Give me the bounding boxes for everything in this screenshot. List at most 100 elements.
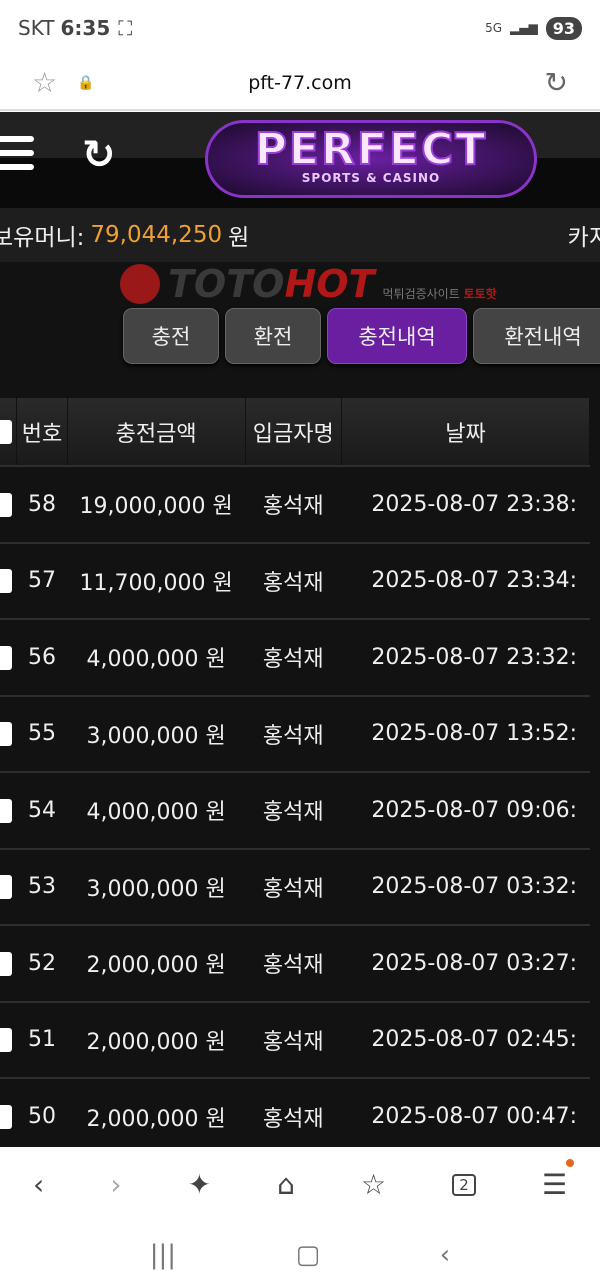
- table-row: 54 4,000,000 원 홍석재 2025-08-07 09:06:: [0, 771, 590, 849]
- forward-icon[interactable]: ›: [110, 1168, 122, 1201]
- table-header: 번호 충전금액 입금자명 날짜: [0, 398, 591, 466]
- row-date: 2025-08-07 23:34:: [341, 541, 590, 619]
- row-number: 57: [16, 541, 68, 619]
- row-number: 54: [16, 771, 68, 849]
- watermark-hot: HOT: [284, 262, 375, 306]
- system-nav-bar: ||| ▢ ‹: [0, 1222, 600, 1287]
- row-amount: 11,700,000 원: [67, 541, 246, 619]
- row-depositor: 홍석재: [245, 1077, 342, 1147]
- browser-menu-icon[interactable]: ☰: [541, 1168, 567, 1201]
- row-checkbox[interactable]: [0, 1028, 13, 1053]
- row-date: 2025-08-07 03:32:: [341, 847, 590, 925]
- watermark-logo-icon: [120, 264, 160, 304]
- logo-subtext: SPORTS & CASINO: [301, 171, 441, 185]
- money-unit: 원: [228, 225, 250, 251]
- screenshot-icon: ⛶: [118, 16, 133, 40]
- watermark-toto: TOTO: [168, 262, 285, 306]
- row-depositor: 홍석재: [245, 771, 342, 849]
- address-bar[interactable]: ☆ 🔒 pft-77.com ↻: [0, 56, 600, 111]
- row-checkbox[interactable]: [0, 875, 13, 900]
- sparkle-icon[interactable]: ✦: [187, 1168, 212, 1201]
- row-amount: 2,000,000 원: [67, 924, 246, 1002]
- url-text[interactable]: pft-77.com: [248, 71, 352, 94]
- watermark: TOTOHOT 먹튀검증사이트 토토핫: [120, 262, 497, 306]
- row-amount: 2,000,000 원: [67, 1077, 246, 1147]
- row-number: 50: [16, 1077, 68, 1147]
- clock: 6:35: [60, 16, 111, 40]
- row-checkbox[interactable]: [0, 492, 13, 517]
- row-depositor: 홍석재: [245, 541, 342, 619]
- row-date: 2025-08-07 03:27:: [341, 924, 590, 1002]
- recent-apps-icon[interactable]: |||: [149, 1239, 177, 1270]
- home-button-icon[interactable]: ▢: [295, 1239, 321, 1270]
- row-checkbox[interactable]: [0, 569, 13, 594]
- refresh-icon[interactable]: ↻: [82, 132, 116, 178]
- row-amount: 4,000,000 원: [67, 771, 246, 849]
- row-depositor: 홍석재: [245, 924, 342, 1002]
- status-bar: SKT 6:35 ⛶ 5G ▂▄▆ 93: [0, 0, 600, 56]
- row-amount: 3,000,000 원: [67, 694, 246, 772]
- row-date: 2025-08-07 13:52:: [341, 694, 590, 772]
- row-date: 2025-08-07 00:47:: [341, 1077, 590, 1147]
- row-number: 51: [16, 1000, 68, 1078]
- tab-bar: 충전 환전 충전내역 환전내역: [123, 308, 600, 364]
- row-checkbox[interactable]: [0, 951, 13, 976]
- table-row: 52 2,000,000 원 홍석재 2025-08-07 03:27:: [0, 924, 590, 1002]
- row-number: 58: [16, 465, 68, 543]
- money-amount: 79,044,250: [90, 222, 223, 248]
- money-label: 보유머니:: [0, 225, 85, 251]
- lock-icon: 🔒: [77, 74, 95, 91]
- tab-deposit[interactable]: 충전: [123, 308, 219, 364]
- bookmark-star-icon[interactable]: ☆: [32, 66, 58, 99]
- balance-bar: 보유머니: 79,044,250 원 카지: [0, 208, 600, 262]
- row-amount: 3,000,000 원: [67, 847, 246, 925]
- select-all-checkbox[interactable]: [0, 420, 13, 444]
- tab-withdraw-history[interactable]: 환전내역: [473, 308, 600, 364]
- row-depositor: 홍석재: [245, 847, 342, 925]
- row-date: 2025-08-07 09:06:: [341, 771, 590, 849]
- header-date: 날짜: [341, 398, 591, 466]
- back-icon[interactable]: ‹: [33, 1168, 45, 1201]
- header-amount: 충전금액: [67, 398, 246, 466]
- table-row: 58 19,000,000 원 홍석재 2025-08-07 23:38:: [0, 465, 590, 543]
- tab-deposit-history[interactable]: 충전내역: [327, 308, 467, 364]
- table-row: 57 11,700,000 원 홍석재 2025-08-07 23:34:: [0, 541, 590, 619]
- row-depositor: 홍석재: [245, 1000, 342, 1078]
- row-date: 2025-08-07 23:32:: [341, 618, 590, 696]
- tab-withdraw[interactable]: 환전: [225, 308, 321, 364]
- row-amount: 2,000,000 원: [67, 1000, 246, 1078]
- row-checkbox[interactable]: [0, 645, 13, 670]
- header-number: 번호: [16, 398, 68, 466]
- menu-icon[interactable]: [0, 136, 34, 178]
- row-date: 2025-08-07 02:45:: [341, 1000, 590, 1078]
- bookmarks-icon[interactable]: ☆: [361, 1168, 387, 1201]
- table-row: 55 3,000,000 원 홍석재 2025-08-07 13:52:: [0, 694, 590, 772]
- row-date: 2025-08-07 23:38:: [341, 465, 590, 543]
- carrier: SKT: [18, 16, 55, 40]
- tabs-icon[interactable]: 2: [452, 1173, 476, 1196]
- row-number: 52: [16, 924, 68, 1002]
- table-row: 56 4,000,000 원 홍석재 2025-08-07 23:32:: [0, 618, 590, 696]
- row-depositor: 홍석재: [245, 465, 342, 543]
- logo-text: PERFECT: [254, 123, 488, 176]
- row-depositor: 홍석재: [245, 618, 342, 696]
- row-checkbox[interactable]: [0, 722, 13, 747]
- row-checkbox[interactable]: [0, 798, 13, 823]
- system-back-icon[interactable]: ‹: [439, 1239, 451, 1270]
- site-header: ↻ PERFECT SPORTS & CASINO: [0, 112, 600, 208]
- signal-icon: ▂▄▆: [510, 21, 538, 35]
- table-row: 50 2,000,000 원 홍석재 2025-08-07 00:47:: [0, 1077, 590, 1147]
- reload-icon[interactable]: ↻: [544, 66, 568, 99]
- row-number: 53: [16, 847, 68, 925]
- row-amount: 4,000,000 원: [67, 618, 246, 696]
- casino-money-label: 카지: [567, 225, 600, 251]
- home-icon[interactable]: ⌂: [277, 1168, 295, 1201]
- table-row: 51 2,000,000 원 홍석재 2025-08-07 02:45:: [0, 1000, 590, 1078]
- watermark-sub: 먹튀검증사이트: [382, 287, 460, 301]
- row-amount: 19,000,000 원: [67, 465, 246, 543]
- table-row: 53 3,000,000 원 홍석재 2025-08-07 03:32:: [0, 847, 590, 925]
- row-checkbox[interactable]: [0, 1105, 13, 1130]
- watermark-sub-brand: 토토핫: [463, 287, 497, 301]
- row-number: 55: [16, 694, 68, 772]
- site-logo[interactable]: PERFECT SPORTS & CASINO: [205, 120, 537, 198]
